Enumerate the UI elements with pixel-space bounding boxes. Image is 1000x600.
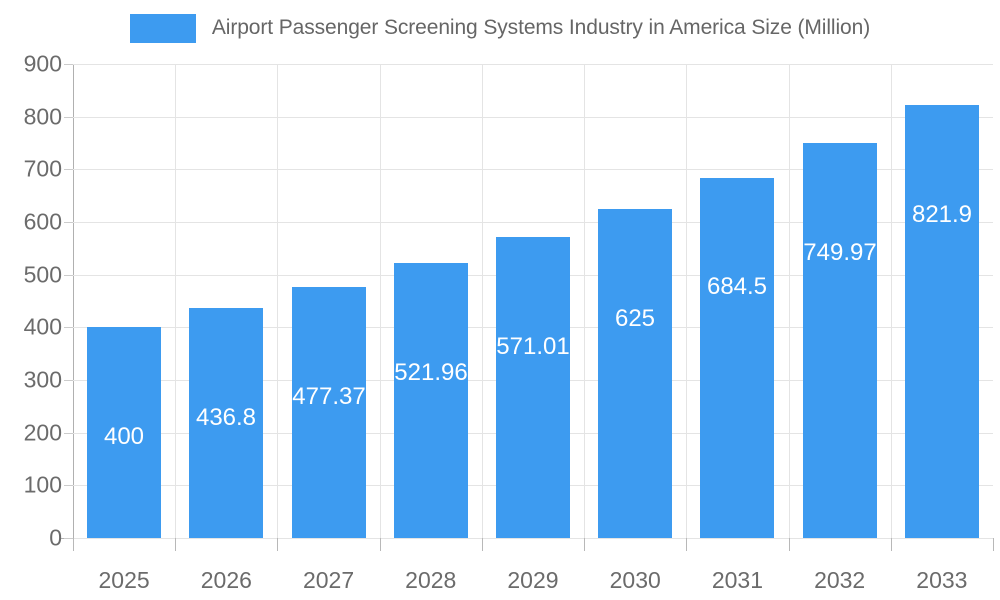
bar[interactable] bbox=[496, 237, 570, 538]
gridline-horizontal bbox=[73, 116, 993, 118]
x-axis-tick-mark bbox=[891, 538, 892, 551]
y-axis-tick-label: 500 bbox=[23, 261, 62, 288]
y-axis-tick-label: 600 bbox=[23, 208, 62, 235]
bar-value-label: 521.96 bbox=[394, 359, 468, 387]
x-axis-tick-mark bbox=[789, 538, 790, 551]
y-axis-tick-mark bbox=[64, 116, 73, 118]
gridline-vertical bbox=[277, 64, 278, 538]
x-axis-tick-mark bbox=[73, 538, 74, 551]
bar-value-label: 749.97 bbox=[803, 239, 877, 267]
gridline-vertical bbox=[584, 64, 585, 538]
x-axis-tick-mark bbox=[380, 538, 381, 551]
bar[interactable] bbox=[598, 208, 672, 538]
bar[interactable] bbox=[803, 143, 877, 538]
y-axis-line bbox=[73, 64, 74, 550]
legend-item[interactable]: Airport Passenger Screening Systems Indu… bbox=[129, 13, 871, 43]
legend-label: Airport Passenger Screening Systems Indu… bbox=[211, 16, 871, 39]
x-axis-tick-label: 2029 bbox=[507, 567, 559, 593]
x-axis-tick-mark bbox=[584, 538, 585, 551]
y-axis-tick-mark bbox=[64, 222, 73, 223]
gridline-vertical bbox=[482, 64, 483, 538]
gridline-vertical bbox=[380, 64, 381, 538]
plot-area: 400 436.8 477.37 521.96 571.01 625 684.5 749.97… bbox=[73, 64, 993, 539]
y-axis-tick-mark bbox=[64, 64, 73, 65]
y-axis-tick-mark bbox=[64, 432, 73, 434]
x-axis-tick-mark bbox=[277, 538, 278, 551]
chart-legend: Airport Passenger Screening Systems Indu… bbox=[0, 0, 1000, 56]
x-axis-tick-label: 2033 bbox=[916, 567, 968, 593]
y-axis-tick-mark bbox=[64, 327, 73, 329]
bar[interactable] bbox=[700, 177, 774, 538]
y-axis-tick-mark bbox=[64, 485, 73, 487]
gridline-vertical bbox=[175, 64, 176, 538]
x-axis-tick-label: 2025 bbox=[98, 567, 150, 593]
y-axis-tick-labels: 0 100 200 300 400 500 600 700 800 900 bbox=[0, 0, 73, 600]
bar-value-label: 436.8 bbox=[195, 403, 257, 431]
bar[interactable] bbox=[905, 105, 979, 538]
x-axis-tick-label: 2031 bbox=[711, 567, 764, 593]
y-axis-tick-label: 800 bbox=[23, 103, 62, 130]
y-axis-tick-label: 400 bbox=[23, 313, 62, 340]
y-axis-tick-label: 300 bbox=[23, 366, 62, 393]
gridline-vertical bbox=[789, 64, 790, 538]
gridline-vertical bbox=[891, 64, 892, 538]
bar[interactable] bbox=[394, 263, 468, 538]
gridline-horizontal bbox=[73, 64, 993, 65]
gridline-horizontal bbox=[73, 169, 993, 171]
bar[interactable] bbox=[87, 327, 161, 538]
gridline-vertical bbox=[686, 64, 687, 538]
bar-value-label: 625 bbox=[614, 304, 656, 332]
x-axis-tick-mark bbox=[993, 538, 994, 551]
bar[interactable] bbox=[189, 307, 263, 538]
x-axis-tick-mark bbox=[482, 538, 483, 551]
x-axis-tick-label: 2027 bbox=[302, 567, 355, 593]
x-axis-tick-label: 2028 bbox=[405, 567, 457, 593]
y-axis-tick-label: 100 bbox=[23, 471, 62, 498]
bar-value-label: 400 bbox=[103, 423, 145, 451]
bar-value-label: 477.37 bbox=[292, 382, 366, 410]
gridline-horizontal bbox=[73, 222, 993, 223]
bar-value-label: 571.01 bbox=[496, 333, 570, 361]
x-axis-tick-mark bbox=[686, 538, 687, 551]
y-axis-tick-label: 900 bbox=[23, 50, 62, 77]
y-axis-tick-label: 700 bbox=[23, 155, 62, 182]
bar[interactable] bbox=[292, 286, 366, 538]
y-axis-tick-mark bbox=[64, 538, 73, 539]
x-axis-tick-label: 2026 bbox=[200, 567, 252, 593]
gridline-horizontal bbox=[73, 538, 993, 539]
bar-value-label: 821.9 bbox=[911, 201, 973, 229]
x-axis-tick-mark bbox=[175, 538, 176, 551]
y-axis-tick-mark bbox=[64, 169, 73, 171]
legend-color-swatch bbox=[129, 13, 196, 43]
y-axis-tick-mark bbox=[64, 274, 73, 276]
x-axis-tick-label: 2030 bbox=[609, 567, 661, 593]
y-axis-tick-label: 200 bbox=[23, 419, 62, 446]
bar-value-label: 684.5 bbox=[706, 273, 768, 301]
y-axis-tick-mark bbox=[64, 380, 73, 381]
x-axis-tick-label: 2032 bbox=[814, 567, 866, 593]
y-axis-tick-label: 0 bbox=[49, 524, 62, 551]
